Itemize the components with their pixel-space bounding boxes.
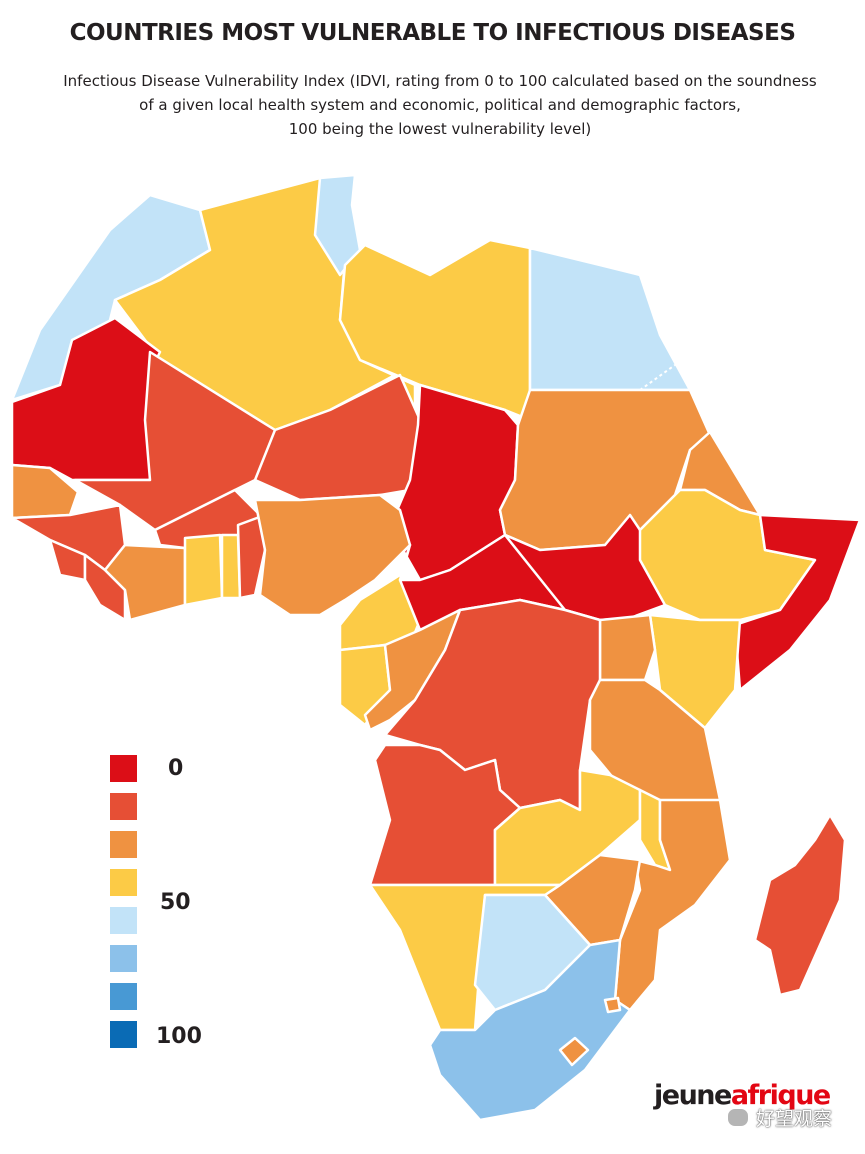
watermark: 好望观察 — [726, 1104, 832, 1131]
map-title: COUNTRIES MOST VULNERABLE TO INFECTIOUS … — [69, 20, 796, 46]
subtitle-line: 100 being the lowest vulnerability level… — [288, 120, 592, 138]
jeune-afrique-logo: jeuneafrique — [654, 1080, 831, 1111]
region-ghana — [183, 533, 224, 607]
watermark-text: 好望观察 — [756, 1108, 833, 1130]
wechat-icon — [726, 1107, 750, 1128]
legend-swatch — [110, 907, 137, 934]
legend-swatch — [110, 869, 137, 896]
subtitle-line: of a given local health system and econo… — [139, 96, 741, 114]
egypt-sudan-dotted-border — [639, 364, 676, 391]
legend-swatch — [110, 983, 137, 1010]
region-congo — [363, 608, 462, 732]
region-south-africa — [428, 938, 632, 1122]
map-subtitle: Infectious Disease Vulnerability Index (… — [40, 69, 840, 141]
region-egypt — [528, 246, 692, 392]
legend-label-0: 0 — [168, 756, 184, 781]
region-swaziland — [603, 996, 622, 1014]
legend-label-100: 100 — [156, 1024, 202, 1049]
legend-swatch — [110, 793, 137, 820]
legend-label-50: 50 — [160, 890, 191, 915]
legend-swatch — [110, 831, 137, 858]
region-uganda — [598, 613, 657, 682]
region-madagascar — [753, 813, 847, 997]
brand-part-2: afrique — [730, 1080, 831, 1111]
subtitle-line: Infectious Disease Vulnerability Index (… — [63, 72, 817, 90]
region-lesotho — [558, 1036, 590, 1067]
region-ethiopia — [638, 488, 817, 622]
legend-swatch — [110, 755, 137, 782]
brand-part-1: jeune — [654, 1080, 732, 1111]
legend-swatch — [110, 1021, 137, 1048]
legend-swatch — [110, 945, 137, 972]
region-senegal — [10, 463, 80, 520]
region-nigeria — [253, 493, 412, 617]
region-mozambique — [613, 798, 732, 1012]
